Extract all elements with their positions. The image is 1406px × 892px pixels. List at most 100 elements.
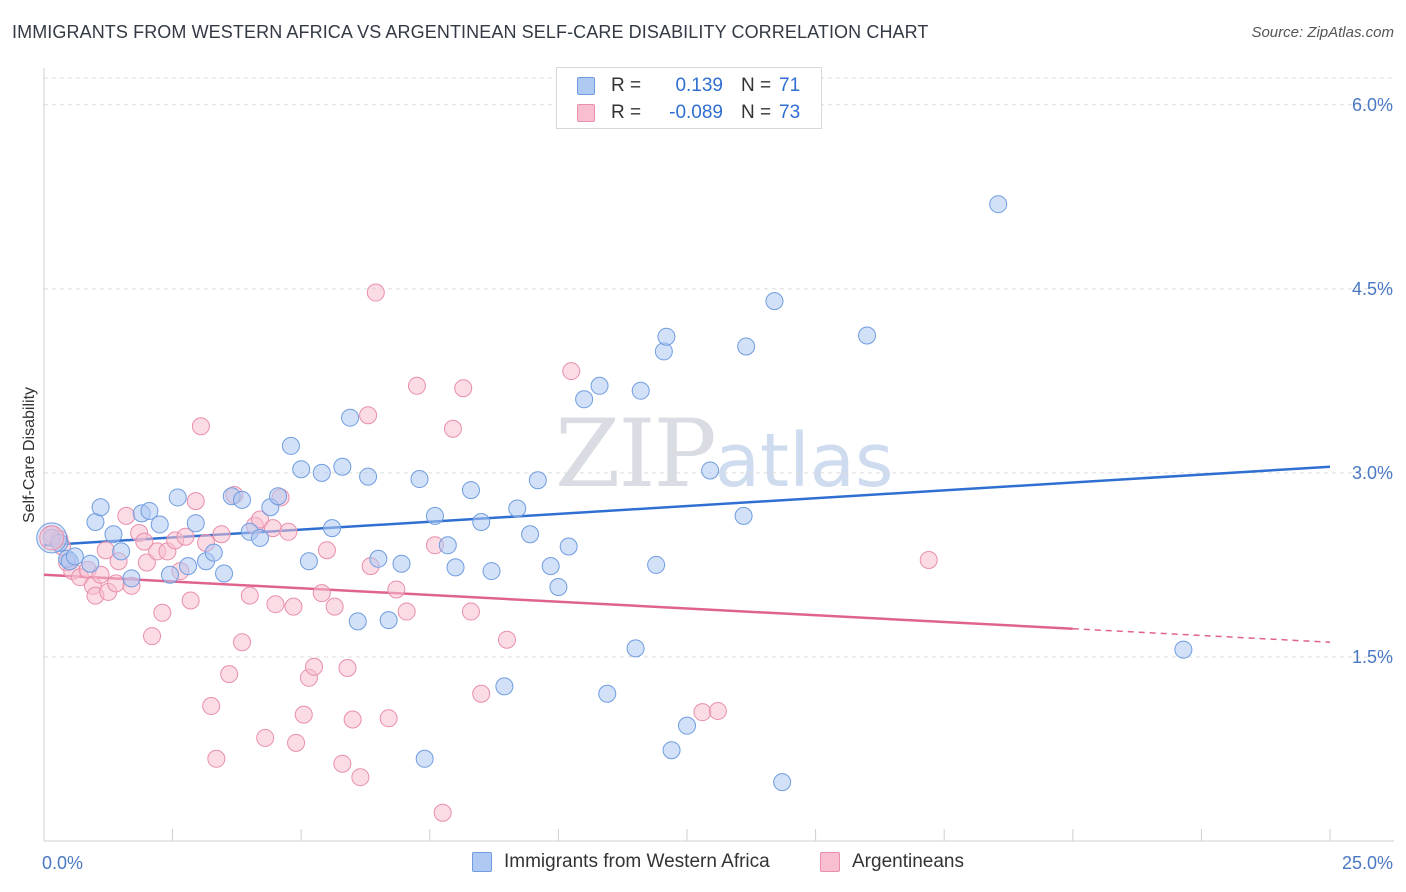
point-argentineans bbox=[256, 728, 275, 747]
point-western-africa bbox=[575, 390, 594, 409]
point-western-africa bbox=[140, 501, 159, 520]
point-argentineans bbox=[379, 709, 398, 728]
point-western-africa bbox=[333, 457, 352, 476]
point-argentineans bbox=[137, 553, 156, 572]
point-western-africa bbox=[186, 514, 205, 533]
n-label: N = bbox=[741, 75, 772, 96]
point-argentineans bbox=[176, 527, 195, 546]
point-argentineans bbox=[407, 376, 426, 395]
point-western-africa bbox=[410, 470, 429, 489]
legend-swatch-pink bbox=[820, 852, 840, 872]
r-label: R = bbox=[611, 75, 642, 96]
point-western-africa bbox=[989, 195, 1008, 214]
point-argentineans bbox=[338, 658, 357, 677]
watermark-zip: ZIP bbox=[555, 400, 717, 509]
x-tick-label: 25.0% bbox=[1342, 853, 1393, 873]
point-argentineans bbox=[693, 703, 712, 722]
point-argentineans bbox=[317, 541, 336, 560]
point-western-africa bbox=[701, 461, 720, 480]
n-label: N = bbox=[741, 102, 772, 123]
point-western-africa bbox=[482, 562, 501, 581]
point-argentineans bbox=[266, 595, 285, 614]
point-western-africa bbox=[204, 543, 223, 562]
point-argentineans bbox=[472, 684, 491, 703]
data-points bbox=[36, 195, 1193, 822]
point-western-africa bbox=[541, 557, 560, 576]
point-argentineans bbox=[433, 803, 452, 822]
point-western-africa bbox=[657, 327, 676, 346]
legend-label: Immigrants from Western Africa bbox=[504, 851, 770, 872]
point-western-africa bbox=[122, 569, 141, 588]
point-western-africa bbox=[647, 555, 666, 574]
point-argentineans bbox=[305, 657, 324, 676]
point-western-africa bbox=[521, 525, 540, 544]
point-argentineans bbox=[135, 532, 154, 551]
y-axis-title: Self-Care Disability bbox=[21, 387, 38, 523]
x-tick-label: 0.0% bbox=[42, 853, 83, 873]
r-value: -0.089 bbox=[669, 102, 723, 123]
axis-labels: 1.5% 3.0% 4.5% 6.0% 0.0% 25.0% Self-Care Disab… bbox=[21, 95, 1393, 873]
legend-item-western-africa[interactable]: Immigrants from Western Africa bbox=[472, 851, 770, 873]
point-western-africa bbox=[559, 537, 578, 556]
point-western-africa bbox=[737, 337, 756, 356]
chart-title: IMMIGRANTS FROM WESTERN AFRICA VS ARGENT… bbox=[12, 22, 929, 42]
point-western-africa bbox=[369, 549, 388, 568]
point-argentineans bbox=[191, 417, 210, 436]
point-western-africa bbox=[150, 515, 169, 534]
y-tick-label: 6.0% bbox=[1352, 95, 1393, 115]
point-western-africa bbox=[461, 481, 480, 500]
point-argentineans bbox=[117, 506, 136, 525]
point-argentineans bbox=[294, 705, 313, 724]
n-value: 71 bbox=[779, 75, 801, 96]
point-western-africa bbox=[36, 522, 68, 554]
point-western-africa bbox=[495, 677, 514, 696]
point-argentineans bbox=[212, 525, 231, 544]
legend-swatch-blue bbox=[577, 77, 595, 95]
legend-swatch-blue bbox=[472, 852, 492, 872]
source-credit: Source: ZipAtlas.com bbox=[1251, 24, 1394, 41]
grid-lines bbox=[44, 77, 1394, 658]
point-western-africa bbox=[215, 564, 234, 583]
point-argentineans bbox=[351, 768, 370, 787]
point-western-africa bbox=[631, 381, 650, 400]
point-argentineans bbox=[153, 603, 172, 622]
point-argentineans bbox=[91, 565, 110, 584]
point-western-africa bbox=[415, 749, 434, 768]
legend-item-argentineans[interactable]: Argentineans bbox=[820, 851, 964, 873]
point-western-africa bbox=[392, 554, 411, 573]
point-argentineans bbox=[397, 602, 416, 621]
point-argentineans bbox=[366, 283, 385, 302]
point-western-africa bbox=[734, 506, 753, 525]
point-argentineans bbox=[343, 710, 362, 729]
point-western-africa bbox=[359, 467, 378, 486]
point-argentineans bbox=[233, 633, 252, 652]
y-tick-label: 1.5% bbox=[1352, 647, 1393, 667]
point-western-africa bbox=[379, 611, 398, 630]
axes bbox=[43, 68, 1394, 842]
trend-line-extension bbox=[1072, 627, 1331, 643]
legend-row-argentineans: R = -0.089 N = 73 bbox=[577, 100, 800, 126]
point-argentineans bbox=[207, 749, 226, 768]
point-argentineans bbox=[287, 733, 306, 752]
point-western-africa bbox=[91, 498, 110, 517]
point-argentineans bbox=[919, 551, 938, 570]
point-argentineans bbox=[454, 379, 473, 398]
point-argentineans bbox=[186, 492, 205, 511]
watermark-atlas: atlas bbox=[714, 418, 894, 504]
point-western-africa bbox=[446, 558, 465, 577]
point-argentineans bbox=[107, 574, 126, 593]
point-western-africa bbox=[168, 488, 187, 507]
point-western-africa bbox=[312, 463, 331, 482]
watermark: ZIPatlas bbox=[555, 400, 894, 509]
point-argentineans bbox=[279, 522, 298, 541]
point-argentineans bbox=[312, 584, 331, 603]
point-western-africa bbox=[161, 565, 180, 584]
point-western-africa bbox=[269, 487, 288, 506]
point-argentineans bbox=[325, 597, 344, 616]
point-argentineans bbox=[143, 627, 162, 646]
point-western-africa bbox=[678, 716, 696, 735]
point-argentineans bbox=[202, 697, 221, 716]
point-argentineans bbox=[359, 406, 378, 425]
point-western-africa bbox=[858, 326, 877, 345]
point-argentineans bbox=[284, 597, 303, 616]
